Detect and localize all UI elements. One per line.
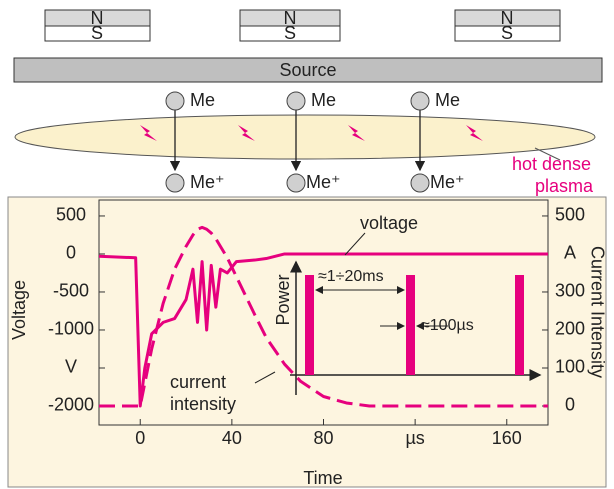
y-tick-label: -500: [53, 281, 89, 301]
atom-label: Me: [311, 90, 336, 110]
magnet-north: N: [284, 8, 297, 28]
source-label: Source: [279, 60, 336, 80]
magnets: N S N S N S: [44, 8, 561, 43]
annotation: voltage: [360, 213, 418, 233]
discharges: [140, 125, 483, 141]
y2-tick-label: 500: [555, 205, 585, 225]
x-tick-label: 40: [222, 428, 242, 448]
series-line: [98, 252, 548, 408]
magnet-south: S: [91, 23, 103, 43]
y-tick-label: -2000: [48, 395, 94, 415]
atom-label: Me: [435, 90, 460, 110]
annotation: intensity: [170, 394, 236, 414]
plasma-label: hot dense: [512, 154, 591, 174]
inset-y-label: Power: [273, 274, 293, 325]
plasma-leader: [534, 147, 561, 161]
ion-label: Me⁺: [190, 172, 225, 192]
ion-label: Me⁺: [306, 172, 341, 192]
x-tick-label: 160: [492, 428, 522, 448]
chart: 0 40 80 µs 160 500 0 -500 -1000 V -2000 500 A 300 200 1…: [48, 205, 585, 448]
y-tick-label: -1000: [48, 319, 94, 339]
source-bar: [13, 57, 603, 83]
annotation: current: [170, 372, 226, 392]
plasma-label: plasma: [535, 176, 594, 196]
y2-tick-label: 200: [555, 319, 585, 339]
annotation-leader: [254, 371, 276, 384]
annotation-leader: [344, 232, 366, 256]
x-axis-title: Time: [303, 468, 342, 488]
inset-pulse: ≈100µs: [421, 317, 474, 334]
x-tick-label: 0: [135, 428, 145, 448]
y2-axis-title: Current Intensity: [587, 246, 607, 378]
magnet-south: S: [501, 23, 513, 43]
y2-tick-label: A: [564, 243, 576, 263]
y-tick-label: V: [65, 357, 77, 377]
atoms: [165, 91, 430, 193]
y-tick-label: 0: [66, 243, 76, 263]
magnet-north: N: [501, 8, 514, 28]
ion-arrows: [169, 110, 426, 172]
magnet-south: S: [284, 23, 296, 43]
y2-tick-label: 100: [555, 357, 585, 377]
x-tick-label: 80: [313, 428, 333, 448]
y-axis-title: Voltage: [9, 280, 29, 340]
y2-tick-label: 0: [565, 395, 575, 415]
magnet-north: N: [91, 8, 104, 28]
plasma: [14, 114, 596, 160]
x-tick-label: µs: [405, 428, 424, 448]
inset: [290, 260, 542, 395]
y-tick-label: 500: [56, 205, 86, 225]
atom-label: Me: [190, 90, 215, 110]
ion-label: Me⁺: [430, 172, 465, 192]
series-line: [99, 225, 548, 408]
y2-tick-label: 300: [555, 281, 585, 301]
inset-period: ≈1÷20ms: [318, 268, 384, 285]
